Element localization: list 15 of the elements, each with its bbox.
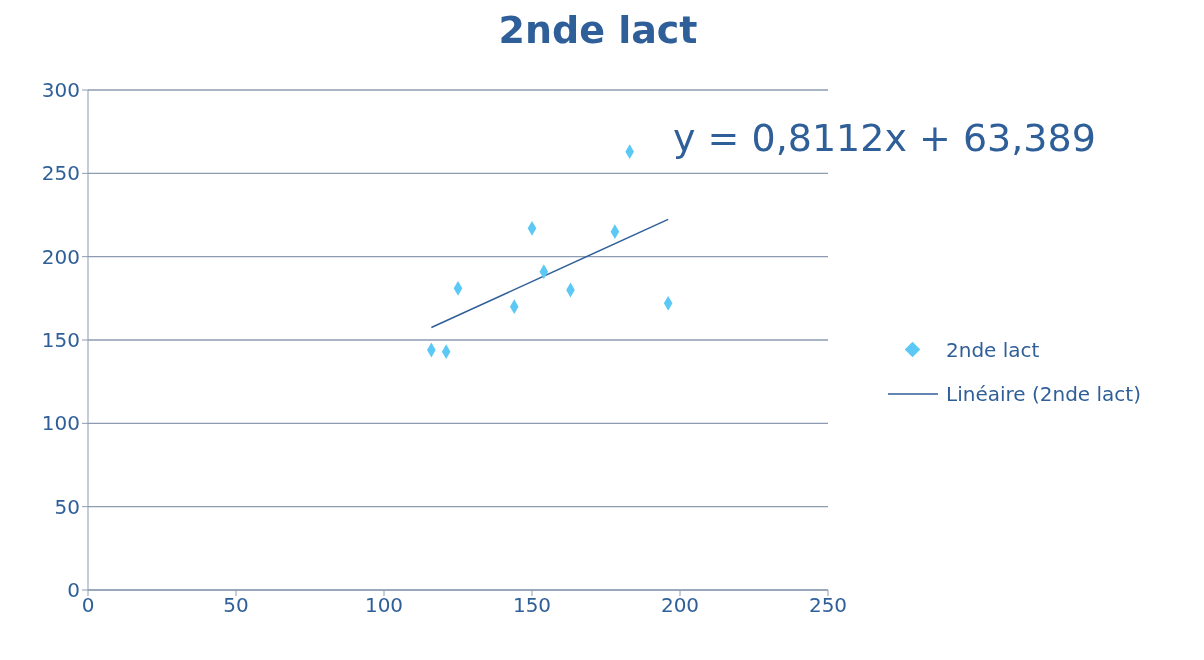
x-tick-label: 200 [660,593,700,618]
y-tick-label: 100 [41,411,80,436]
x-tick-label: 50 [223,593,249,618]
legend-label: Linéaire (2nde lact) [946,382,1141,406]
x-tick-label: 100 [364,593,404,618]
y-tick-label: 200 [41,244,80,269]
legend-label: 2nde lact [946,338,1040,362]
chart-title: 2nde lact [498,8,698,52]
y-tick-label: 300 [41,78,80,103]
y-tick-label: 250 [41,161,80,186]
x-tick-label: 250 [808,593,848,618]
y-tick-label: 150 [41,328,80,353]
x-tick-label: 150 [512,593,552,618]
annotation: y = 0,8112x + 63,389 [673,116,1096,160]
y-tick-label: 50 [54,494,80,519]
